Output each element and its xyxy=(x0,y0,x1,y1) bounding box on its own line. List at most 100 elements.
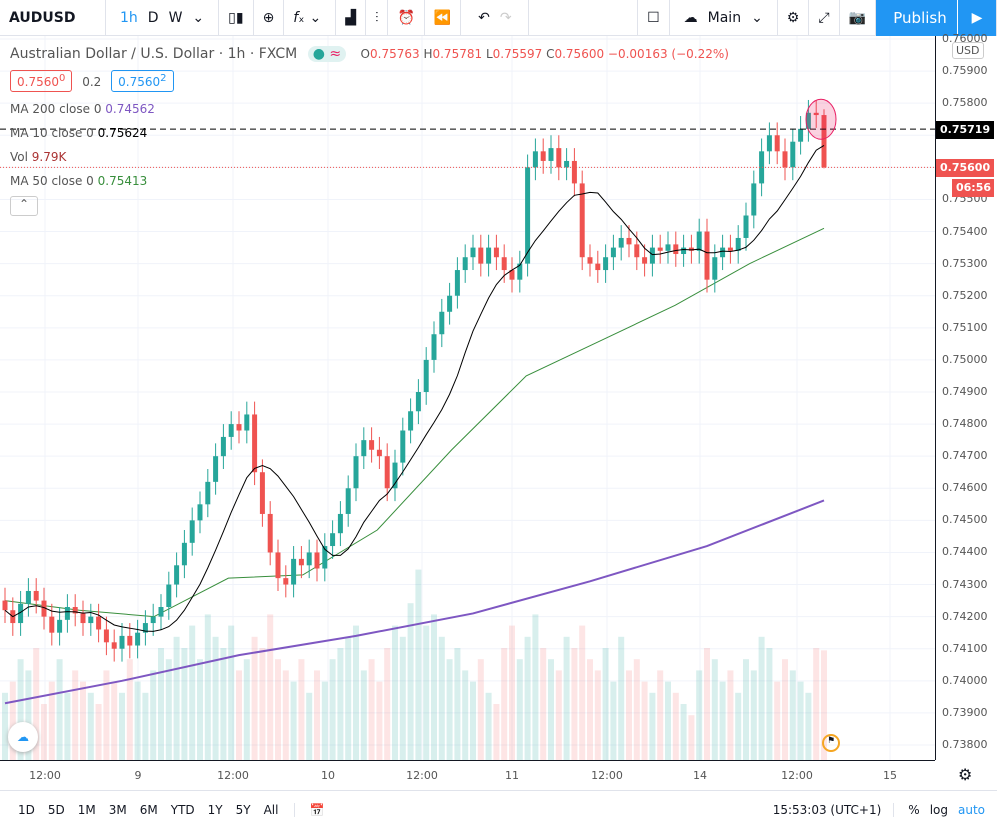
publish-button[interactable]: Publish xyxy=(876,0,964,36)
candle-body xyxy=(298,558,304,566)
range-5d[interactable]: 5D xyxy=(47,803,65,817)
redo-icon[interactable]: ↷ xyxy=(499,9,512,26)
collapse-legend-button[interactable]: ⌃ xyxy=(10,196,38,216)
ma200-legend[interactable]: MA 200 close 0 0.74562 xyxy=(10,102,155,116)
volume-legend[interactable]: Vol 9.79K xyxy=(10,150,67,164)
interval-1h[interactable]: 1h xyxy=(120,9,138,26)
chevron-down-icon[interactable]: ⌄ xyxy=(192,9,205,26)
clock-time[interactable]: 15:53:03 (UTC+1) xyxy=(773,803,895,817)
volume-bar xyxy=(314,670,320,760)
templates-icon[interactable]: ⫶ xyxy=(366,0,389,36)
axis-settings-gear-icon[interactable]: ⚙ xyxy=(958,765,973,784)
alert-icon[interactable]: ⏰ xyxy=(388,0,425,36)
time-tick-label: 12:00 xyxy=(781,769,813,782)
range-3m[interactable]: 3M xyxy=(108,803,127,817)
currency-label[interactable]: USD xyxy=(952,42,984,59)
candle-body xyxy=(174,565,180,585)
volume-bar xyxy=(41,704,47,760)
undo-icon[interactable]: ↶ xyxy=(478,9,490,26)
volume-bar xyxy=(399,636,406,760)
log-toggle[interactable]: log xyxy=(929,803,948,817)
candle-body xyxy=(805,112,811,129)
bar-countdown: 06:56 xyxy=(952,179,994,197)
interval-d[interactable]: D xyxy=(147,9,159,26)
candle-body xyxy=(470,247,476,258)
ma10-legend[interactable]: MA 10 close 0 0.75624 xyxy=(10,126,148,140)
square-layout-icon[interactable]: ☐ xyxy=(637,0,670,36)
candle-body xyxy=(135,632,141,646)
candle-body xyxy=(376,449,382,457)
volume-bar xyxy=(477,659,484,760)
volume-bar xyxy=(392,625,398,760)
volume-bar xyxy=(282,670,289,760)
gear-icon[interactable]: ⚙ xyxy=(778,0,810,36)
us-flag-event-icon[interactable]: ⚑ xyxy=(822,734,840,752)
volume-bar xyxy=(462,670,469,760)
volume-bar xyxy=(337,648,344,760)
play-icon[interactable]: ▶ xyxy=(957,0,997,36)
range-all[interactable]: All xyxy=(263,803,279,817)
market-status[interactable]: ● ≈ xyxy=(307,46,347,62)
range-1y[interactable]: 1Y xyxy=(207,803,223,817)
indicators-icon[interactable]: f ₓ ⌄ xyxy=(284,0,337,36)
candle-body xyxy=(564,160,570,168)
volume-bar xyxy=(743,659,749,760)
candle-body xyxy=(244,414,250,431)
price-axis[interactable]: 0.760000.759000.758000.757000.756000.755… xyxy=(935,32,997,760)
replay-icon[interactable]: ⏪ xyxy=(425,0,462,36)
range-5y[interactable]: 5Y xyxy=(235,803,251,817)
range-1d[interactable]: 1D xyxy=(18,803,35,817)
fullscreen-icon[interactable]: ⤢ xyxy=(809,0,840,36)
candle-body xyxy=(486,247,492,264)
time-tick-label: 15 xyxy=(883,769,897,782)
time-tick-label: 10 xyxy=(321,769,335,782)
time-axis[interactable]: 12:00 9 12:00 10 12:00 11 12:00 14 12:00 15 xyxy=(0,760,935,790)
volume-bar xyxy=(228,625,235,760)
candle-body xyxy=(18,603,24,624)
range-6m[interactable]: 6M xyxy=(139,803,158,817)
layout-menu[interactable]: ☁ Main ⌄ xyxy=(670,0,778,36)
price-chart[interactable] xyxy=(0,36,935,760)
volume-bar xyxy=(501,648,508,760)
candles-icon[interactable]: ▯▮ xyxy=(219,0,254,36)
percent-toggle[interactable]: % xyxy=(908,803,920,817)
volume-bar xyxy=(33,648,40,760)
interval-w[interactable]: W xyxy=(168,9,183,26)
go-to-date-icon[interactable]: 📅 xyxy=(309,803,325,817)
buy-button[interactable]: 0.75602 xyxy=(111,70,174,92)
candle-body xyxy=(72,607,78,614)
volume-bar xyxy=(563,636,570,760)
volume-bar xyxy=(789,670,796,760)
volume-bar xyxy=(618,636,625,760)
volume-bar xyxy=(95,704,102,760)
candle-body xyxy=(517,263,523,280)
auto-toggle[interactable]: auto xyxy=(957,803,985,817)
volume-bar xyxy=(415,569,422,760)
candle-body xyxy=(283,578,289,585)
time-tick-label: 9 xyxy=(134,769,142,782)
last-price-label: 0.75600 xyxy=(936,159,994,177)
volume-bar xyxy=(540,648,547,760)
price-tick-label: 0.75900 xyxy=(942,64,988,78)
volume-bar xyxy=(360,670,367,760)
range-ytd[interactable]: YTD xyxy=(170,803,195,817)
volume-bar xyxy=(80,681,86,760)
chevron-down-icon[interactable]: ⌄ xyxy=(309,9,322,26)
candle-body xyxy=(696,231,702,251)
candle-body xyxy=(579,183,585,258)
candle-body xyxy=(213,456,219,482)
symbol-search[interactable]: AUDUSD xyxy=(0,0,106,36)
candle-body xyxy=(439,311,445,335)
volume-bar xyxy=(126,659,133,760)
ma50-legend[interactable]: MA 50 close 0 0.75413 xyxy=(10,174,148,188)
candle-body xyxy=(400,430,406,463)
add-compare-icon[interactable]: ⊕ xyxy=(254,0,285,36)
camera-icon[interactable]: 📷 xyxy=(840,0,876,36)
bar-chart-icon[interactable]: ▟ xyxy=(336,0,366,36)
candle-body xyxy=(103,629,109,643)
tradingview-logo-icon[interactable]: ☁ xyxy=(8,722,38,752)
sell-button[interactable]: 0.75600 xyxy=(10,70,73,92)
range-1m[interactable]: 1M xyxy=(77,803,96,817)
volume-bar xyxy=(571,648,578,760)
volume-bar xyxy=(672,692,679,760)
